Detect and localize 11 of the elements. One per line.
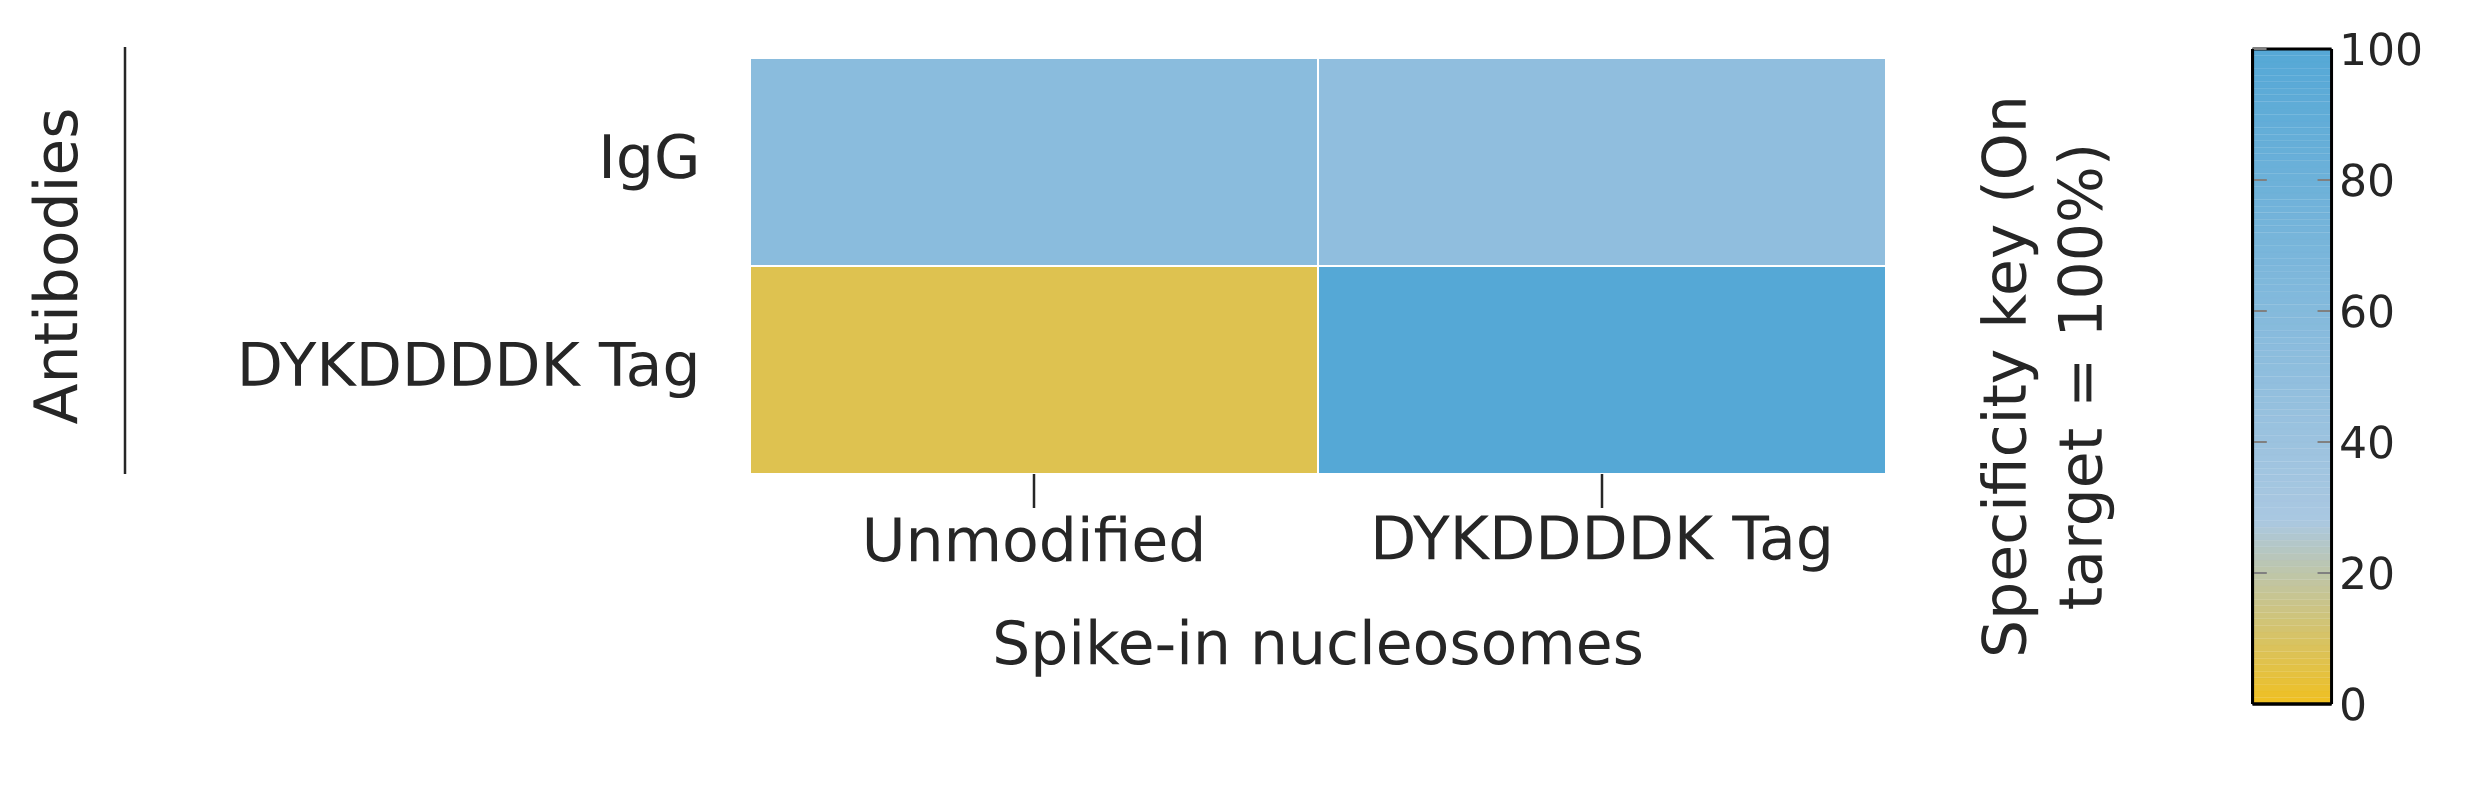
y-tick-label: IgG [604, 133, 696, 191]
color-bar-label: 20 [2342, 556, 2393, 590]
color-bar-label: 0 [2341, 687, 2365, 721]
x-axis-title: Spike-in nucleosomes [996, 618, 1641, 677]
color-bar-label: 100 [2343, 32, 2421, 66]
y-axis-title: Antibodies [31, 110, 78, 425]
color-bar-label: 40 [2341, 425, 2393, 459]
color-bar-label: 80 [2342, 163, 2393, 197]
color-bar-label: 60 [2342, 294, 2393, 328]
x-tick-label: Unmodified [866, 515, 1201, 562]
color-bar-title: Specificity key (On target = 100%) [1980, 100, 2115, 655]
